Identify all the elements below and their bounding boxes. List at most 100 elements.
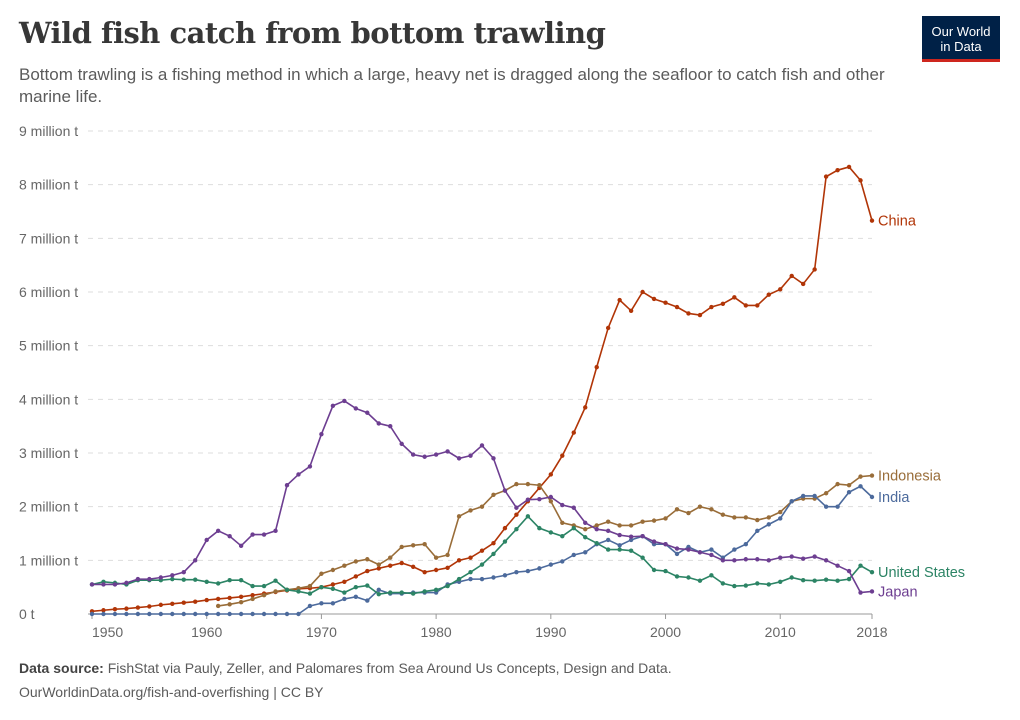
data-point-china xyxy=(617,297,622,303)
data-point-japan xyxy=(319,432,324,437)
data-point-japan xyxy=(605,528,611,534)
data-point-indonesia xyxy=(491,492,496,498)
data-point-united-states xyxy=(720,581,726,586)
data-point-india xyxy=(365,598,370,603)
data-point-india xyxy=(261,611,267,617)
data-point-india xyxy=(823,504,829,509)
data-point-china xyxy=(342,579,347,584)
data-point-united-states xyxy=(869,569,875,575)
series-label-united-states: United States xyxy=(878,565,965,581)
data-point-india xyxy=(307,603,313,609)
data-point-indonesia xyxy=(640,519,645,524)
data-point-china xyxy=(628,308,634,313)
data-point-indonesia xyxy=(238,599,244,605)
data-point-united-states xyxy=(261,583,267,589)
data-point-japan xyxy=(789,554,794,559)
data-point-indonesia xyxy=(307,583,313,589)
data-point-japan xyxy=(686,547,691,552)
data-point-japan xyxy=(422,454,427,459)
data-point-indonesia xyxy=(743,515,749,520)
data-point-united-states xyxy=(204,579,209,584)
data-point-united-states xyxy=(170,576,175,582)
data-point-united-states xyxy=(422,589,427,594)
data-point-united-states xyxy=(812,578,817,583)
data-point-united-states xyxy=(594,540,599,546)
data-point-indonesia xyxy=(766,515,771,520)
data-point-japan xyxy=(548,494,554,500)
data-point-japan xyxy=(778,555,783,560)
data-point-india xyxy=(709,547,714,552)
data-point-india xyxy=(514,569,519,575)
data-point-united-states xyxy=(193,577,198,582)
data-point-japan xyxy=(617,532,622,538)
series-label-china: China xyxy=(878,214,917,230)
data-point-china xyxy=(835,167,840,173)
data-point-china xyxy=(674,304,680,310)
data-point-india xyxy=(250,611,255,617)
data-point-japan xyxy=(709,552,714,558)
data-point-japan xyxy=(491,456,496,461)
data-point-india xyxy=(628,537,634,543)
data-point-china xyxy=(479,548,485,553)
data-point-india xyxy=(583,550,588,555)
data-point-indonesia xyxy=(479,504,485,509)
data-point-india xyxy=(835,504,840,509)
owid-logo[interactable]: Our World in Data xyxy=(922,16,1000,62)
data-point-united-states xyxy=(479,562,485,567)
data-point-united-states xyxy=(674,574,680,579)
data-point-indonesia xyxy=(319,571,324,576)
x-tick-label: 2000 xyxy=(650,624,681,640)
data-point-japan xyxy=(628,534,634,539)
data-point-india xyxy=(89,611,95,617)
data-point-indonesia xyxy=(778,509,783,515)
series-line-china xyxy=(91,166,873,613)
data-point-united-states xyxy=(388,590,393,595)
data-point-indonesia xyxy=(261,593,267,598)
source-label: Data source: xyxy=(19,660,104,676)
data-point-indonesia xyxy=(215,603,221,609)
data-point-japan xyxy=(238,543,244,549)
data-point-china xyxy=(502,525,508,531)
data-point-india xyxy=(330,601,336,606)
data-point-china xyxy=(755,303,760,308)
data-point-china xyxy=(388,563,393,568)
data-point-india xyxy=(170,611,175,617)
data-point-japan xyxy=(835,563,840,568)
data-point-china xyxy=(399,560,404,566)
data-point-japan xyxy=(204,537,209,543)
data-point-japan xyxy=(193,558,198,563)
data-point-united-states xyxy=(789,575,794,580)
data-point-india xyxy=(296,611,301,617)
x-tick-label: 1950 xyxy=(92,624,123,640)
data-point-indonesia xyxy=(858,474,863,479)
data-point-japan xyxy=(388,423,393,429)
data-point-japan xyxy=(846,568,852,574)
data-point-japan xyxy=(732,558,737,563)
data-point-india xyxy=(204,611,209,617)
data-point-china xyxy=(376,566,381,571)
data-point-japan xyxy=(812,554,817,559)
data-point-united-states xyxy=(307,591,313,596)
y-tick-label: 1 million t xyxy=(19,552,78,568)
data-point-united-states xyxy=(697,578,703,583)
data-point-indonesia xyxy=(651,518,657,523)
data-point-japan xyxy=(583,520,588,525)
data-point-indonesia xyxy=(273,589,278,594)
data-point-india xyxy=(342,596,347,602)
data-point-china xyxy=(823,174,829,179)
data-point-indonesia xyxy=(605,519,611,524)
data-point-indonesia xyxy=(560,520,565,525)
data-point-united-states xyxy=(858,563,863,568)
data-point-japan xyxy=(525,497,531,502)
data-point-japan xyxy=(365,410,370,415)
data-point-china xyxy=(709,304,714,310)
data-point-united-states xyxy=(250,583,255,589)
data-point-china xyxy=(697,312,703,318)
data-point-china xyxy=(456,558,462,563)
data-point-china xyxy=(651,296,657,302)
data-point-japan xyxy=(571,505,576,510)
data-point-india xyxy=(124,611,129,617)
data-point-india xyxy=(560,559,565,564)
source-url[interactable]: OurWorldinData.org/fish-and-overfishing … xyxy=(19,684,324,700)
data-point-united-states xyxy=(296,589,301,594)
